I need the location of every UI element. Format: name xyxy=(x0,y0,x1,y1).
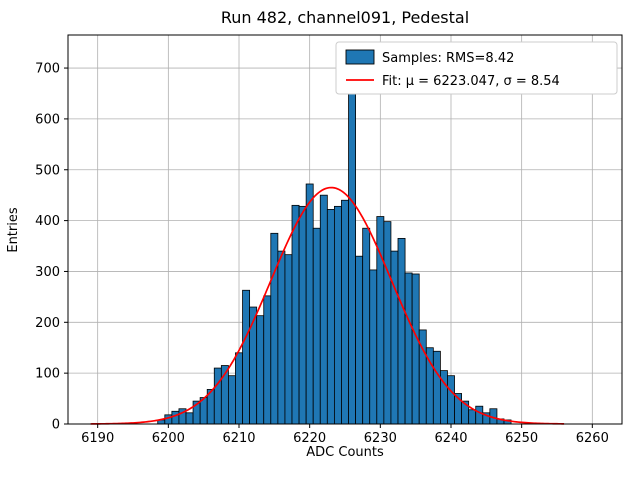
histogram-bar xyxy=(383,221,392,425)
histogram-bar xyxy=(256,315,265,425)
y-tick-label: 400 xyxy=(35,214,60,229)
y-tick-label: 300 xyxy=(35,265,60,280)
x-tick-label: 6260 xyxy=(576,431,609,446)
histogram-bar xyxy=(432,350,441,425)
histogram-bar xyxy=(333,205,342,425)
histogram-bar xyxy=(277,250,286,425)
histogram-bar xyxy=(341,199,349,425)
histogram-bar xyxy=(284,254,293,425)
histogram-bar xyxy=(404,272,413,425)
x-tick-label: 6190 xyxy=(81,431,114,446)
legend: Samples: RMS=8.42 Fit: μ = 6223.047, σ =… xyxy=(335,41,618,95)
y-tick-label: 600 xyxy=(35,112,60,127)
y-axis-label: Entries xyxy=(6,207,21,253)
histogram-bar xyxy=(447,375,455,425)
histogram-bar xyxy=(468,409,477,425)
histogram-bar xyxy=(348,77,356,425)
y-tick-label: 200 xyxy=(35,316,60,331)
x-tick-label: 6240 xyxy=(434,431,467,446)
histogram-bar xyxy=(298,205,307,425)
histogram-bar xyxy=(305,183,314,425)
histogram-bar xyxy=(411,273,420,425)
histogram-bar xyxy=(369,269,378,425)
histogram-bar xyxy=(249,306,258,425)
histogram-bar xyxy=(326,209,335,425)
chart-title: Run 482, channel091, Pedestal xyxy=(221,8,469,27)
histogram-bar xyxy=(242,289,251,425)
histogram-bar xyxy=(270,232,279,425)
histogram-bar xyxy=(319,194,328,425)
histogram-bar xyxy=(390,250,399,425)
histogram-bar xyxy=(362,227,371,425)
histogram-bar xyxy=(291,204,300,425)
x-tick-label: 6230 xyxy=(364,431,397,446)
histogram-bar xyxy=(228,375,236,425)
y-tick-label: 0 xyxy=(52,418,60,433)
plot-area: 6190 6200 6210 6220 6230 6240 6250 6260 0 100 200 3… xyxy=(35,34,623,446)
x-tick-label: 6210 xyxy=(222,431,255,446)
y-tick-label: 100 xyxy=(35,367,60,382)
histogram-bar xyxy=(185,412,194,425)
histogram-bar xyxy=(213,367,222,425)
histogram-bar xyxy=(235,352,243,425)
histogram-bar xyxy=(171,410,180,425)
histogram-bar xyxy=(263,295,272,425)
legend-fit-label: Fit: μ = 6223.047, σ = 8.54 xyxy=(382,74,560,89)
histogram-bar xyxy=(312,227,321,425)
histogram-bar xyxy=(397,237,406,425)
axes-frame xyxy=(67,34,623,425)
gaussian-fit-curve xyxy=(90,186,565,425)
x-tick-label: 6220 xyxy=(293,431,326,446)
histogram-bar xyxy=(475,405,484,425)
x-axis-label: ADC Counts xyxy=(306,445,384,460)
x-tick-label: 6250 xyxy=(505,431,538,446)
y-tick-label: 500 xyxy=(35,163,60,178)
legend-samples-patch xyxy=(345,49,375,65)
histogram-bar xyxy=(355,255,364,425)
x-tick-label: 6200 xyxy=(152,431,185,446)
y-tick-label: 700 xyxy=(35,62,60,77)
legend-samples-label: Samples: RMS=8.42 xyxy=(382,51,514,66)
legend-box xyxy=(335,41,618,95)
